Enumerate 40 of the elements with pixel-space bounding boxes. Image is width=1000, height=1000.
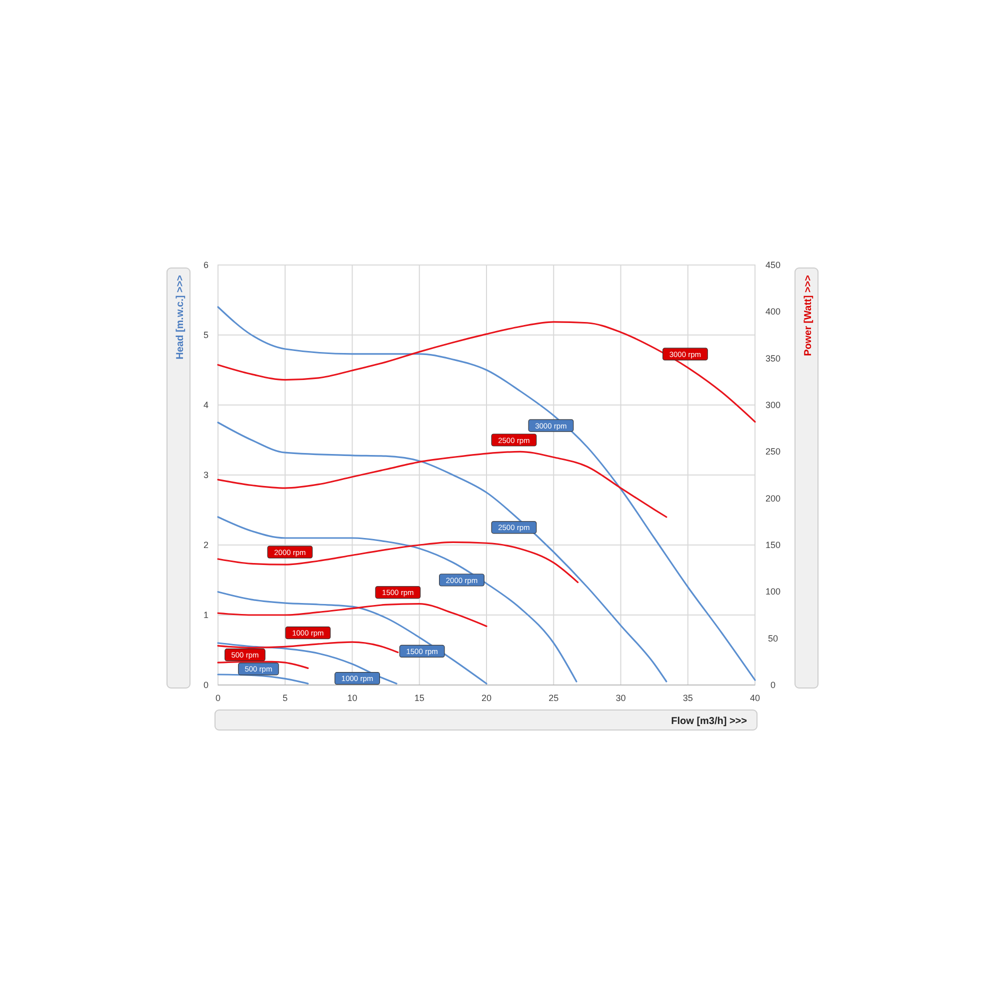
line-series (217, 321, 756, 423)
y2-tick-label: 0 (770, 680, 776, 690)
y2-tick-label: 150 (765, 540, 781, 550)
x-tick-label: 30 (616, 693, 626, 703)
y-tick-label: 6 (203, 260, 209, 270)
y-tick-label: 3 (203, 470, 209, 480)
y2-tick-label: 450 (765, 260, 781, 270)
y-tick-label: 2 (203, 540, 209, 550)
x-tick-label: 15 (414, 693, 424, 703)
x-tick-label: 10 (347, 693, 358, 703)
line-series (217, 591, 488, 684)
y-axis-title: Head [m.w.c.] >>> (175, 274, 186, 360)
x-tick-label: 35 (682, 693, 693, 703)
y-tick-label: 5 (203, 330, 209, 340)
line-series (217, 641, 399, 654)
y-tick-label: 4 (203, 400, 209, 410)
y-tick-label: 1 (203, 610, 209, 620)
x-tick-label: 25 (548, 693, 559, 703)
line-series (217, 541, 579, 584)
y2-tick-label: 350 (765, 353, 781, 364)
y2-tick-label: 50 (768, 633, 778, 644)
y2-tick-label: 200 (765, 493, 781, 504)
y2-tick-label: 400 (765, 306, 781, 317)
x-tick-label: 20 (481, 693, 492, 703)
line-series (217, 642, 398, 684)
y2-tick-label: 300 (765, 400, 781, 410)
line-series (217, 674, 309, 684)
x-tick-label: 40 (750, 693, 760, 703)
y2-tick-label: 100 (765, 586, 781, 597)
y2-axis-title: Power [Watt] >>> (803, 274, 814, 356)
line-series (217, 603, 488, 627)
line-series (217, 450, 668, 518)
y-tick-label: 0 (203, 680, 209, 690)
x-tick-label: 0 (215, 693, 221, 703)
y2-tick-label: 250 (765, 446, 781, 457)
x-tick-label: 5 (282, 693, 288, 703)
line-series (217, 516, 578, 682)
x-axis-title: Flow [m3/h] >>> (671, 716, 748, 727)
line-series (217, 306, 756, 681)
line-series (217, 422, 668, 682)
